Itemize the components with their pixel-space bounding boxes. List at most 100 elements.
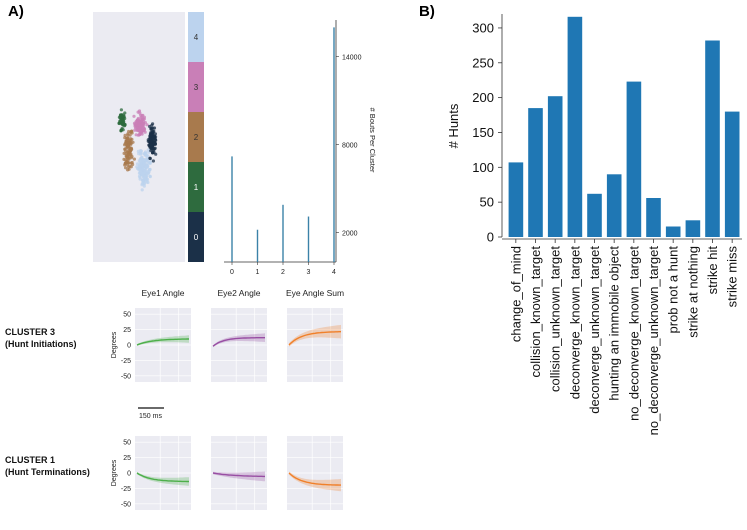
histogram-y-tick-label: 14000 bbox=[342, 55, 362, 62]
trace-y-tick-1: 25 bbox=[123, 455, 131, 462]
scatter-point bbox=[153, 137, 157, 141]
scatter-point bbox=[134, 133, 138, 137]
scatter-point bbox=[132, 114, 136, 118]
embedding-background bbox=[93, 12, 185, 262]
x-tick-label: change_of_mind bbox=[508, 246, 523, 342]
scatter-point bbox=[129, 152, 133, 156]
scatter-point bbox=[143, 169, 147, 173]
eye-angle-traces: Eye1 Angle Eye2 Angle Eye Angle Sum CLUSTER… bbox=[5, 288, 344, 510]
hunts-bar-chart: 0 50 100 150 200 250 300 # Hunts change_of_mind c… bbox=[446, 14, 742, 435]
trace-y-tick-0: -50 bbox=[121, 373, 131, 380]
scatter-point bbox=[145, 170, 150, 174]
histogram-bars bbox=[231, 27, 335, 262]
bar-change-of-mind bbox=[508, 162, 524, 237]
scatter-point bbox=[124, 139, 128, 143]
histogram-y-ticks: 2000 8000 14000 bbox=[336, 55, 362, 238]
colorbar-label-2: 2 bbox=[194, 133, 199, 142]
scatter-point bbox=[146, 148, 150, 152]
scatter-point bbox=[127, 161, 131, 165]
scatter-point bbox=[141, 116, 145, 120]
scatter-point bbox=[130, 160, 134, 165]
scatter-point bbox=[141, 179, 146, 183]
scatter-point bbox=[151, 147, 155, 151]
x-tick-label: collision_known_target bbox=[528, 246, 543, 378]
scatter-point bbox=[119, 129, 123, 133]
colorbar-segment-2 bbox=[188, 112, 204, 162]
trace-mean-line bbox=[136, 338, 189, 346]
scatter-point bbox=[125, 150, 129, 154]
scatter-point bbox=[123, 163, 127, 167]
scatter-point bbox=[136, 118, 140, 122]
scatter-point bbox=[136, 149, 140, 153]
histogram-y-label: # Bouts Per Cluster bbox=[368, 107, 377, 173]
scatter-point bbox=[135, 126, 139, 130]
trace-y-label-0: Degrees bbox=[111, 331, 118, 358]
colorbar-label-3: 3 bbox=[194, 83, 199, 92]
bar-deconverge-known-target bbox=[567, 16, 583, 237]
x-tick-label: strike hit bbox=[705, 246, 720, 295]
colorbar-segment-4 bbox=[188, 12, 204, 62]
scatter-point bbox=[142, 182, 146, 186]
scatter-point bbox=[128, 148, 132, 152]
colorbar-label-4: 4 bbox=[194, 33, 199, 42]
trace-column-title-1: Eye2 Angle bbox=[217, 288, 260, 298]
histogram-x-tick-label: 4 bbox=[332, 269, 336, 276]
trace-mean-line bbox=[136, 472, 189, 483]
scatter-point bbox=[123, 133, 127, 137]
scatter-point bbox=[138, 177, 142, 181]
embedding-scatter bbox=[93, 12, 185, 262]
trace-mean-line bbox=[212, 337, 265, 347]
scatter-point bbox=[145, 123, 149, 127]
scatter-point bbox=[139, 131, 143, 135]
bar-strike-miss bbox=[724, 111, 740, 237]
scatter-point bbox=[151, 129, 155, 133]
scatter-point bbox=[121, 118, 125, 122]
trace-y-tick-0: 0 bbox=[127, 343, 131, 350]
trace-y-tick-0: 25 bbox=[123, 327, 131, 334]
scale-bar-label: 150 ms bbox=[139, 413, 162, 420]
scatter-point bbox=[123, 147, 127, 151]
scatter-point bbox=[154, 152, 158, 156]
trace-y-tick-0: 50 bbox=[123, 312, 131, 319]
scatter-point bbox=[128, 138, 132, 142]
scatter-point bbox=[148, 135, 152, 139]
scatter-point bbox=[144, 158, 148, 162]
x-tick-label: collision_unknown_target bbox=[548, 246, 563, 392]
bar-no-deconverge-unknown-target bbox=[646, 198, 661, 237]
panel-a-label: A) bbox=[8, 3, 24, 20]
trace-confidence-band bbox=[213, 471, 265, 482]
bar-deconverge-unknown-target bbox=[587, 193, 602, 237]
histogram-y-tick-label: 2000 bbox=[342, 231, 358, 238]
colorbar-label-0: 0 bbox=[194, 233, 199, 242]
bar-prob-not-a-hunt bbox=[665, 226, 681, 237]
trace-confidence-band bbox=[137, 471, 189, 486]
trace-y-tick-0: -25 bbox=[121, 358, 131, 365]
scatter-point bbox=[150, 126, 154, 130]
trace-confidence-band bbox=[213, 333, 265, 348]
colorbar-segment-0 bbox=[188, 212, 204, 262]
bar-no-deconverge-known-target bbox=[626, 81, 642, 237]
x-tick-label: strike miss bbox=[725, 246, 740, 308]
scatter-point bbox=[139, 149, 143, 153]
cluster-row-title-0: CLUSTER 3 bbox=[5, 327, 55, 337]
scatter-point bbox=[148, 167, 152, 171]
scatter-point bbox=[144, 151, 148, 155]
scatter-point bbox=[146, 161, 150, 165]
bar-strike-hit bbox=[705, 40, 720, 237]
scatter-point bbox=[119, 108, 123, 112]
y-tick-label: 250 bbox=[472, 55, 494, 70]
scatter-point bbox=[132, 157, 136, 161]
embedding-points bbox=[117, 108, 158, 192]
cluster-row-title-1: CLUSTER 1 bbox=[5, 455, 55, 465]
scatter-point bbox=[125, 159, 129, 164]
scatter-point bbox=[148, 156, 152, 161]
panel-b-label: B) bbox=[419, 3, 435, 20]
scatter-point bbox=[124, 166, 128, 170]
scatter-point bbox=[140, 164, 144, 168]
trace-y-tick-1: -25 bbox=[121, 486, 131, 493]
x-tick-label: deconverge_known_target bbox=[567, 246, 582, 400]
scatter-point bbox=[143, 176, 147, 180]
scatter-point bbox=[124, 136, 129, 140]
scatter-point bbox=[135, 166, 140, 171]
